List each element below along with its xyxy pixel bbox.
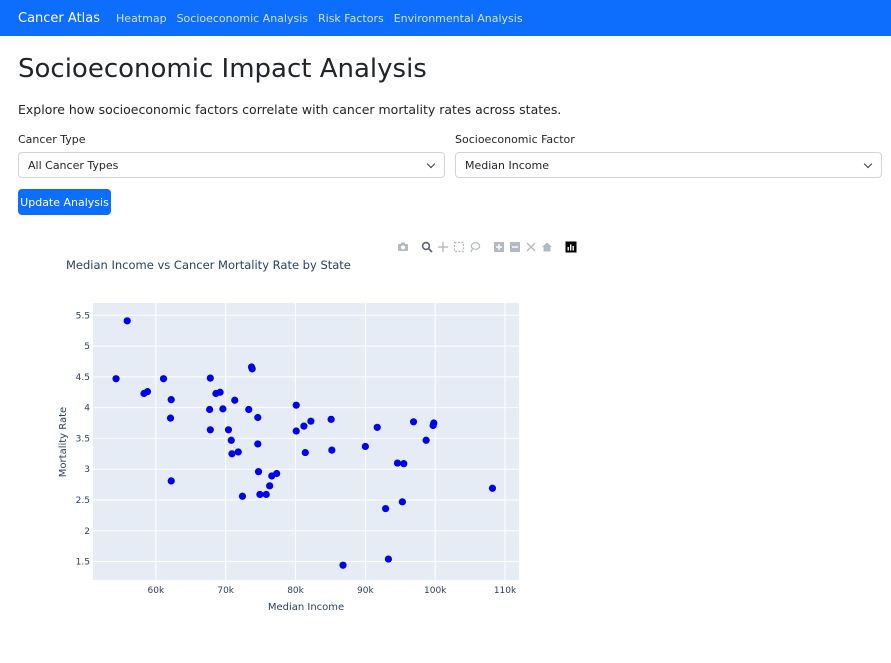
factor-label: Socioeconomic Factor xyxy=(455,133,575,146)
y-tick-label: 2 xyxy=(84,527,90,537)
data-point[interactable] xyxy=(300,422,308,430)
cancer-type-value: All Cancer Types xyxy=(28,158,119,172)
data-point[interactable] xyxy=(266,482,274,490)
factor-select[interactable]: Median Income xyxy=(455,152,882,178)
brand-link[interactable]: Cancer Atlas xyxy=(18,10,101,26)
y-tick-label: 4 xyxy=(84,404,90,414)
data-point[interactable] xyxy=(159,375,168,383)
zoom-in-icon[interactable] xyxy=(493,241,505,253)
nav-link-environmental[interactable]: Environmental Analysis xyxy=(393,11,523,25)
x-tick-label: 60k xyxy=(148,586,165,596)
y-tick-label: 5.5 xyxy=(76,311,90,321)
y-tick-label: 2.5 xyxy=(76,496,90,506)
pan-icon[interactable] xyxy=(437,241,449,253)
data-point[interactable] xyxy=(393,459,402,467)
data-point[interactable] xyxy=(216,388,224,396)
chevron-down-icon xyxy=(426,159,436,169)
data-point[interactable] xyxy=(143,388,152,396)
data-point[interactable] xyxy=(112,375,120,383)
y-axis-label: Mortality Rate xyxy=(58,407,69,477)
data-point[interactable] xyxy=(248,365,256,373)
data-point[interactable] xyxy=(327,415,335,423)
x-tick-label: 90k xyxy=(357,586,374,596)
data-point[interactable] xyxy=(123,317,131,325)
navbar: Cancer Atlas Heatmap Socioeconomic Analy… xyxy=(0,0,891,36)
cancer-type-label: Cancer Type xyxy=(18,133,86,146)
data-point[interactable] xyxy=(167,477,175,485)
data-point[interactable] xyxy=(339,561,347,569)
data-point[interactable] xyxy=(307,417,315,425)
data-point[interactable] xyxy=(256,490,264,499)
chart-title: Median Income vs Cancer Mortality Rate b… xyxy=(66,258,351,272)
box-select-icon[interactable] xyxy=(453,241,465,253)
x-tick-label: 80k xyxy=(287,586,304,596)
chevron-down-icon xyxy=(863,159,873,169)
data-point[interactable] xyxy=(224,426,233,434)
y-tick-label: 4.5 xyxy=(76,373,90,383)
data-point[interactable] xyxy=(292,401,300,409)
data-point[interactable] xyxy=(430,419,438,427)
x-tick-label: 100k xyxy=(424,586,447,596)
data-point[interactable] xyxy=(254,413,262,422)
plot-area[interactable] xyxy=(93,303,519,580)
data-point[interactable] xyxy=(231,396,239,404)
data-point[interactable] xyxy=(373,423,381,431)
cancer-type-select[interactable]: All Cancer Types xyxy=(18,152,445,178)
data-point[interactable] xyxy=(488,484,497,492)
plotly-logo-icon[interactable] xyxy=(565,241,577,253)
camera-icon[interactable] xyxy=(397,241,409,253)
lasso-icon[interactable] xyxy=(469,241,481,253)
data-point[interactable] xyxy=(273,469,281,478)
data-point[interactable] xyxy=(206,426,214,434)
x-tick-label: 70k xyxy=(217,586,234,596)
autoscale-icon[interactable] xyxy=(525,241,537,253)
data-point[interactable] xyxy=(361,442,369,451)
data-points xyxy=(112,317,497,569)
y-tick-label: 3.5 xyxy=(76,434,90,444)
data-point[interactable] xyxy=(400,460,408,468)
data-point[interactable] xyxy=(238,492,247,500)
x-tick-label: 110k xyxy=(494,586,517,596)
nav-link-heatmap[interactable]: Heatmap xyxy=(116,11,167,25)
data-point[interactable] xyxy=(228,450,236,458)
grid-lines xyxy=(93,303,519,580)
page-description: Explore how socioeconomic factors correl… xyxy=(18,102,562,117)
data-point[interactable] xyxy=(292,427,300,435)
page-title: Socioeconomic Impact Analysis xyxy=(18,54,427,84)
data-point[interactable] xyxy=(227,436,235,444)
data-point[interactable] xyxy=(262,490,270,499)
data-point[interactable] xyxy=(382,504,390,513)
data-point[interactable] xyxy=(254,468,263,476)
reset-axes-icon[interactable] xyxy=(541,241,553,253)
data-point[interactable] xyxy=(409,418,418,426)
data-point[interactable] xyxy=(219,405,227,413)
data-point[interactable] xyxy=(301,448,309,457)
axis-ticks: 60k 70k 80k 90k 100k 110k 1.5 2 2.5 3 3.5 4 4.5 5 5.5 xyxy=(76,311,517,596)
data-point[interactable] xyxy=(234,448,242,456)
nav-link-socioeconomic[interactable]: Socioeconomic Analysis xyxy=(176,11,308,25)
nav-link-risk-factors[interactable]: Risk Factors xyxy=(318,11,384,25)
y-tick-label: 5 xyxy=(84,342,90,352)
y-tick-label: 1.5 xyxy=(76,558,90,568)
data-point[interactable] xyxy=(206,374,214,382)
data-point[interactable] xyxy=(167,396,175,404)
data-point[interactable] xyxy=(245,405,253,414)
data-point[interactable] xyxy=(206,405,214,414)
data-point[interactable] xyxy=(166,414,175,422)
data-point[interactable] xyxy=(254,440,262,448)
chart-modebar xyxy=(397,241,581,253)
factor-value: Median Income xyxy=(465,158,549,172)
update-analysis-button[interactable]: Update Analysis xyxy=(18,189,111,215)
data-point[interactable] xyxy=(328,446,336,454)
y-tick-label: 3 xyxy=(84,465,90,475)
data-point[interactable] xyxy=(398,498,406,506)
scatter-chart: Median Income vs Cancer Mortality Rate b… xyxy=(58,258,519,613)
x-axis-label: Median Income xyxy=(268,602,344,613)
data-point[interactable] xyxy=(422,436,430,444)
zoom-out-icon[interactable] xyxy=(509,241,521,253)
data-point[interactable] xyxy=(384,555,393,563)
zoom-icon[interactable] xyxy=(421,241,433,253)
